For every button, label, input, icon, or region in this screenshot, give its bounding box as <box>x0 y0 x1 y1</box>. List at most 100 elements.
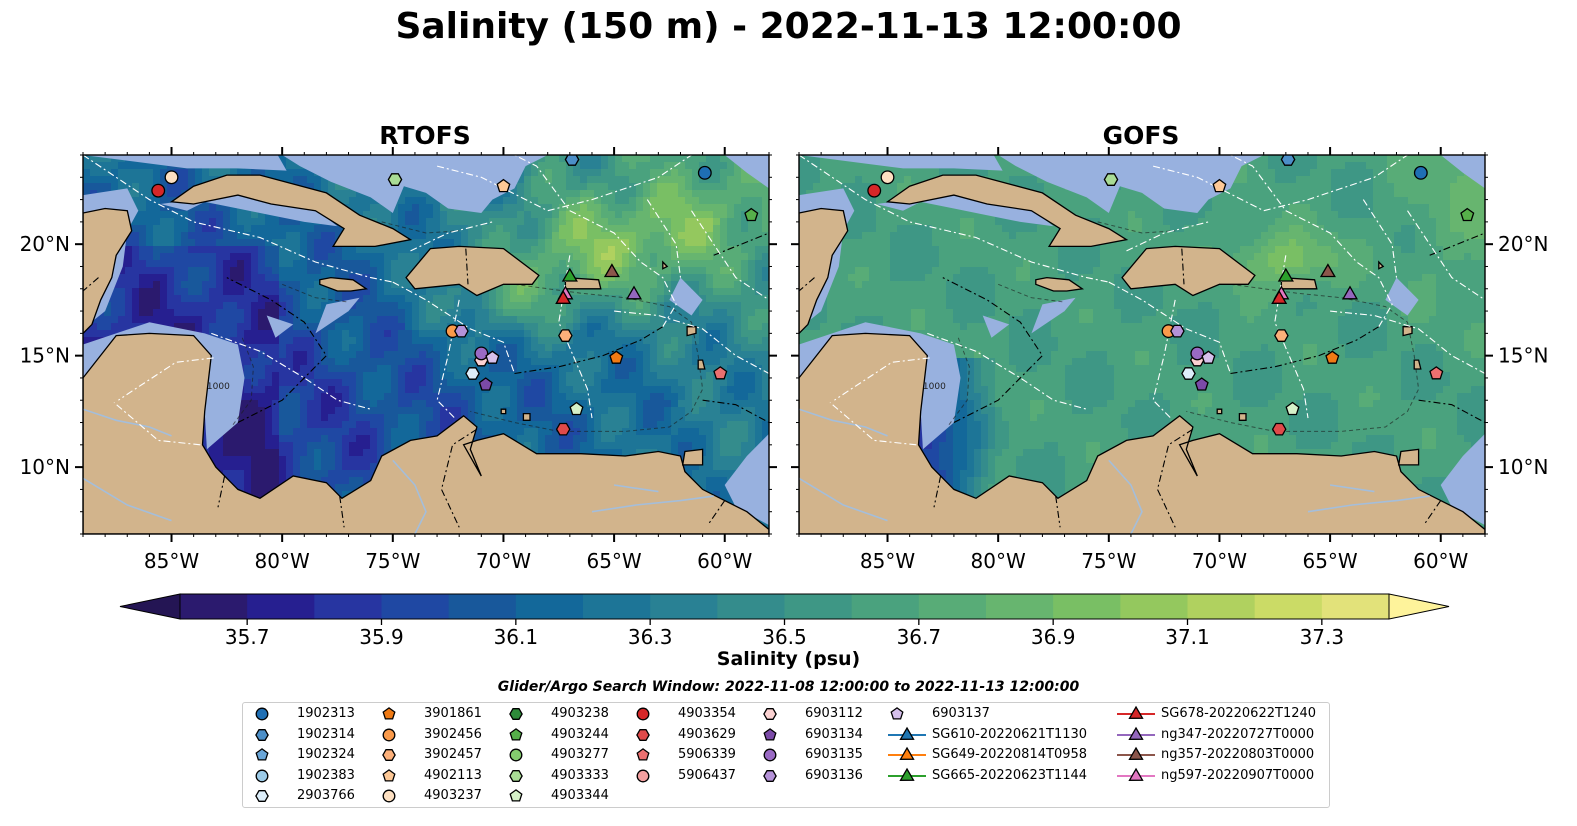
legend-marker-icon <box>382 707 396 720</box>
continental-shelf <box>1440 155 1485 189</box>
float-marker-4903333 <box>387 173 403 186</box>
landmass <box>1238 412 1247 421</box>
boundary-line <box>83 155 393 283</box>
colorbar-tick-label: 37.1 <box>1165 625 1210 649</box>
boundary-line <box>1429 232 1485 256</box>
boundary-line <box>708 500 726 524</box>
legend-label: 1902324 <box>297 747 355 762</box>
colorbar-tick-label: 36.9 <box>1031 625 1076 649</box>
legend-marker-icon <box>255 707 269 721</box>
legend-marker-icon <box>509 769 523 782</box>
panel-title-gofs: GOFS <box>1102 121 1180 150</box>
float-marker-6903137 <box>485 350 500 364</box>
legend-marker-icon <box>1117 705 1155 719</box>
river <box>83 477 172 522</box>
legend-label: 1902313 <box>297 706 355 721</box>
float-marker-4903344 <box>1285 401 1300 416</box>
legend-label: 3902457 <box>424 747 482 762</box>
legend-marker-icon <box>1117 767 1155 781</box>
landmass <box>1121 245 1256 297</box>
colorbar-extend-low <box>119 593 181 620</box>
river <box>1108 459 1143 534</box>
boundary-line <box>1330 310 1485 374</box>
colorbar-swatch <box>180 594 248 619</box>
lon-tick-label: 75°W <box>1081 549 1136 573</box>
figure-title: Salinity (150 m) - 2022-11-13 12:00:00 <box>395 6 1182 47</box>
legend: 1902313 1902314 1902324 1902383 2903766 39018… <box>242 702 1330 808</box>
legend-label: SG665-20220623T1144 <box>932 767 1088 783</box>
legend-marker-icon <box>255 769 269 782</box>
depth-contour <box>381 221 460 234</box>
legend-label: 4903344 <box>551 788 609 803</box>
depth-contour <box>1097 221 1176 234</box>
boundary-line <box>1156 428 1194 528</box>
river <box>392 459 427 534</box>
legend-label: 6903137 <box>932 706 990 721</box>
colorbar-extend-high <box>1388 593 1450 620</box>
legend-marker-icon <box>509 789 523 802</box>
landmass <box>500 408 507 415</box>
boundary-line <box>1418 399 1485 423</box>
continental-shelf <box>724 433 769 526</box>
boundary-line <box>933 475 942 508</box>
legend-marker-icon <box>382 749 396 761</box>
landmass <box>1402 326 1413 337</box>
float-marker-ng347-20220727T0000 <box>625 285 643 300</box>
boundary-line <box>1362 199 1398 278</box>
legend-marker-icon <box>1117 746 1155 760</box>
float-marker-4902113 <box>1212 178 1227 193</box>
lat-tick-label: 10°N <box>20 455 70 479</box>
colorbar-label: Salinity (psu) <box>716 648 861 670</box>
river <box>799 408 888 437</box>
boundary-line <box>1152 155 1408 212</box>
float-marker-6903136 <box>1170 324 1185 338</box>
float-marker-5906339 <box>1429 366 1444 380</box>
map-frame <box>82 154 770 535</box>
colorbar-swatch <box>583 594 651 619</box>
legend-label: 4903237 <box>424 788 482 803</box>
boundary-line <box>217 475 226 508</box>
landmass <box>686 326 697 337</box>
boundary-line <box>392 281 516 374</box>
float-marker-4903344 <box>569 401 584 416</box>
colorbar-swatch <box>1120 594 1188 619</box>
legend-label: 6903112 <box>805 706 863 721</box>
boundary-line <box>514 326 664 375</box>
colorbar-tick-label: 35.7 <box>225 625 270 649</box>
float-marker-1902313 <box>697 165 712 180</box>
colorbar: 35.7 35.9 36.1 36.3 36.5 36.7 36.9 37.1 37.3 <box>119 593 1450 649</box>
boundary-line <box>436 299 460 419</box>
legend-label: 4903244 <box>551 726 609 742</box>
float-marker-4902113 <box>496 178 511 193</box>
legend-marker-icon <box>888 746 926 760</box>
legend-marker-icon <box>382 768 396 782</box>
float-marker-2903766 <box>465 367 480 380</box>
legend-marker-icon <box>255 728 269 741</box>
legend-marker-icon <box>888 726 926 740</box>
lon-tick-label: 60°W <box>1413 549 1468 573</box>
axis-ticks <box>791 147 1493 542</box>
float-marker-1902314 <box>564 155 580 166</box>
depth-contour <box>282 283 349 303</box>
float-marker-ng357-20220803T0000 <box>603 263 620 278</box>
float-marker-4903244 <box>744 207 759 222</box>
legend-marker-icon <box>890 707 904 720</box>
lon-tick-label: 65°W <box>1302 549 1357 573</box>
float-marker-4903237 <box>164 170 179 185</box>
legend-label: 3901861 <box>424 706 482 721</box>
continental-shelf <box>160 190 338 227</box>
float-marker-SG678-20220622T1240 <box>555 289 572 304</box>
legend-marker-icon <box>763 748 777 762</box>
legend-marker-icon <box>1117 726 1155 740</box>
river <box>83 408 172 437</box>
legend-label: 6903136 <box>805 767 863 783</box>
panel-title-rtofs: RTOFS <box>379 121 471 150</box>
legend-marker-icon <box>636 748 650 761</box>
legend-label: SG610-20220621T1130 <box>932 726 1088 742</box>
boundary-line <box>113 402 201 446</box>
boundary-line <box>339 496 345 528</box>
colorbar-swatch <box>515 594 584 619</box>
colorbar-swatch <box>986 594 1054 619</box>
continental-shelf <box>799 155 1003 171</box>
legend-label: 5906437 <box>678 767 736 783</box>
